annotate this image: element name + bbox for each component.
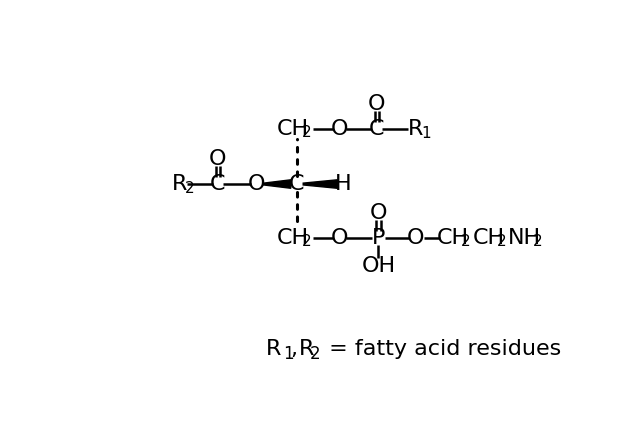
Text: CH: CH [276, 119, 308, 138]
Text: O: O [248, 174, 266, 194]
Text: O: O [368, 94, 385, 114]
Text: 2: 2 [184, 181, 194, 196]
Text: O: O [331, 119, 348, 138]
Text: C: C [289, 174, 305, 194]
Text: ,: , [291, 339, 298, 359]
Text: C: C [210, 174, 226, 194]
Text: CH: CH [472, 228, 504, 248]
Text: CH: CH [276, 228, 308, 248]
Text: NH: NH [508, 228, 541, 248]
Text: H: H [335, 174, 352, 194]
Polygon shape [264, 180, 291, 188]
Text: 2: 2 [301, 125, 311, 140]
Text: O: O [209, 149, 227, 169]
Text: 1: 1 [421, 126, 431, 141]
Text: P: P [372, 228, 385, 248]
Text: 2: 2 [461, 234, 471, 249]
Polygon shape [303, 180, 337, 188]
Text: 2: 2 [301, 234, 311, 249]
Text: R: R [172, 174, 187, 194]
Text: = fatty acid residues: = fatty acid residues [322, 339, 561, 359]
Text: O: O [407, 228, 424, 248]
Text: R: R [266, 339, 282, 359]
Text: 2: 2 [533, 234, 543, 249]
Text: 2: 2 [310, 345, 320, 363]
Text: 2: 2 [497, 234, 506, 249]
Text: 1: 1 [283, 345, 294, 363]
Text: OH: OH [362, 256, 396, 276]
Text: R: R [408, 119, 423, 138]
Text: C: C [369, 119, 385, 138]
Text: O: O [370, 203, 387, 223]
Text: O: O [331, 228, 348, 248]
Text: R: R [299, 339, 314, 359]
Text: CH: CH [436, 228, 469, 248]
